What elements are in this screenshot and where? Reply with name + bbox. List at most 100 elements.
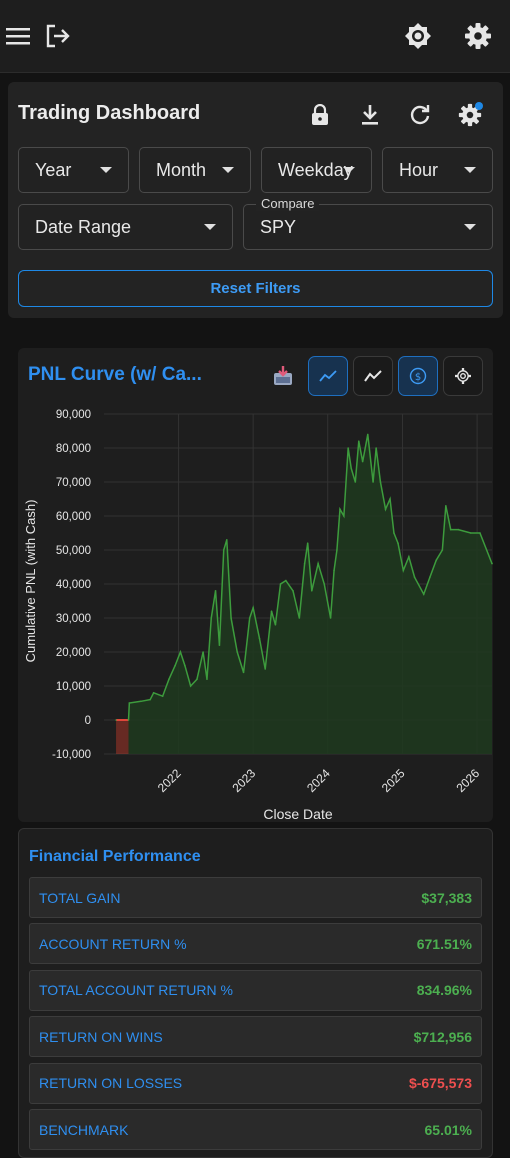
- metric-row: ACCOUNT RETURN % 671.51%: [29, 923, 482, 965]
- cash-toggle[interactable]: $: [398, 356, 438, 396]
- data-point: [152, 692, 155, 694]
- data-point: [357, 440, 360, 442]
- data-point: [196, 678, 198, 680]
- date-range-label: Date Range: [35, 216, 132, 237]
- data-point: [379, 481, 382, 483]
- inbox-tray-icon[interactable]: [272, 365, 294, 387]
- chevron-down-icon: [343, 167, 355, 173]
- data-point: [457, 528, 460, 531]
- compare-select[interactable]: Compare SPY: [243, 196, 493, 250]
- financial-performance-card: Financial Performance TOTAL GAIN $37,383 A…: [18, 828, 493, 1158]
- metric-value: $-675,573: [408, 1075, 472, 1092]
- metric-row: TOTAL ACCOUNT RETURN % 834.96%: [29, 969, 482, 1011]
- data-point: [206, 678, 208, 680]
- chart-settings-button[interactable]: [443, 356, 483, 396]
- metric-value: 834.96%: [416, 982, 472, 999]
- metric-value: 65.01%: [424, 1121, 472, 1138]
- area-chart-toggle[interactable]: [308, 356, 348, 396]
- metric-label: BENCHMARK: [39, 1121, 129, 1138]
- line-chart-toggle[interactable]: [353, 356, 393, 396]
- notification-dot: [475, 102, 483, 110]
- x-tick-label: 2023: [229, 766, 258, 795]
- x-tick-label: 2022: [155, 766, 184, 795]
- reset-filters-button[interactable]: Reset Filters: [18, 270, 493, 307]
- data-point: [128, 702, 131, 704]
- data-point: [115, 719, 117, 721]
- data-point: [441, 549, 444, 551]
- metric-label: RETURN ON WINS: [39, 1028, 163, 1045]
- metric-row: RETURN ON WINS $712,956: [29, 1016, 482, 1058]
- weekday-select[interactable]: Weekday: [261, 147, 372, 193]
- hour-select-label: Hour: [399, 159, 439, 180]
- logout-icon[interactable]: [42, 20, 74, 52]
- year-select[interactable]: Year: [18, 147, 129, 193]
- lock-icon[interactable]: [307, 102, 333, 128]
- data-point: [469, 532, 472, 534]
- data-point: [306, 542, 309, 544]
- y-tick-label: 70,000: [56, 477, 91, 489]
- data-point: [429, 576, 431, 578]
- data-point: [366, 433, 369, 436]
- month-select-label: Month: [156, 159, 207, 180]
- pnl-chart-card: PNL Curve (w/ Ca... $ 90,000 80,000 70,000…: [18, 348, 493, 822]
- month-select[interactable]: Month: [139, 147, 251, 193]
- data-point: [230, 617, 232, 619]
- brightness-icon[interactable]: [402, 20, 434, 52]
- page-title: Trading Dashboard: [18, 102, 201, 124]
- hamburger-icon[interactable]: [2, 20, 34, 52]
- chevron-down-icon: [204, 224, 216, 230]
- panel-settings-icon[interactable]: [457, 102, 483, 128]
- download-icon[interactable]: [357, 102, 383, 128]
- data-point: [225, 539, 228, 541]
- data-point: [343, 515, 345, 517]
- data-point: [174, 664, 176, 667]
- data-point: [242, 671, 245, 674]
- data-point: [149, 698, 151, 701]
- pnl-line: [127, 434, 493, 721]
- top-app-bar: [0, 0, 510, 73]
- metric-label: TOTAL ACCOUNT RETURN %: [39, 982, 233, 999]
- metric-label: RETURN ON LOSSES: [39, 1075, 183, 1092]
- data-point: [350, 467, 353, 470]
- weekday-select-label: Weekday: [278, 159, 353, 180]
- gear-icon[interactable]: [462, 20, 494, 52]
- compare-value: SPY: [260, 216, 297, 237]
- data-point: [214, 590, 217, 592]
- x-tick-label: 2024: [304, 766, 333, 795]
- chevron-down-icon: [464, 224, 476, 230]
- data-point: [329, 617, 332, 619]
- negative-area: [116, 720, 129, 754]
- data-point: [248, 617, 251, 619]
- year-select-label: Year: [35, 159, 72, 180]
- data-point: [354, 481, 357, 483]
- date-range-select[interactable]: Date Range: [18, 204, 233, 250]
- data-point: [179, 651, 182, 653]
- hour-select[interactable]: Hour: [382, 147, 493, 193]
- svg-text:$: $: [415, 372, 421, 383]
- data-point: [339, 508, 341, 510]
- data-point: [285, 579, 287, 582]
- data-point: [210, 617, 213, 619]
- y-tick-label: -10,000: [52, 749, 91, 761]
- data-point: [393, 532, 395, 534]
- data-point: [402, 569, 405, 572]
- y-tick-label: 60,000: [56, 511, 91, 523]
- pnl-chart: 90,000 80,000 70,000 60,000 50,000 40,000 30,0…: [23, 409, 493, 822]
- pnl-area: [128, 434, 492, 754]
- data-point: [202, 651, 204, 653]
- refresh-icon[interactable]: [407, 102, 433, 128]
- data-point: [127, 719, 130, 721]
- data-point: [375, 447, 377, 449]
- y-tick-label: 40,000: [56, 579, 91, 591]
- data-point: [317, 562, 319, 565]
- data-point: [264, 668, 267, 670]
- data-point: [479, 532, 481, 534]
- data-point: [435, 559, 438, 561]
- data-point: [161, 695, 164, 697]
- data-point: [422, 593, 425, 595]
- data-point: [270, 610, 273, 612]
- data-point: [258, 637, 261, 640]
- y-tick-label: 10,000: [56, 681, 91, 693]
- data-point: [449, 528, 452, 531]
- metric-value: $37,383: [421, 889, 472, 906]
